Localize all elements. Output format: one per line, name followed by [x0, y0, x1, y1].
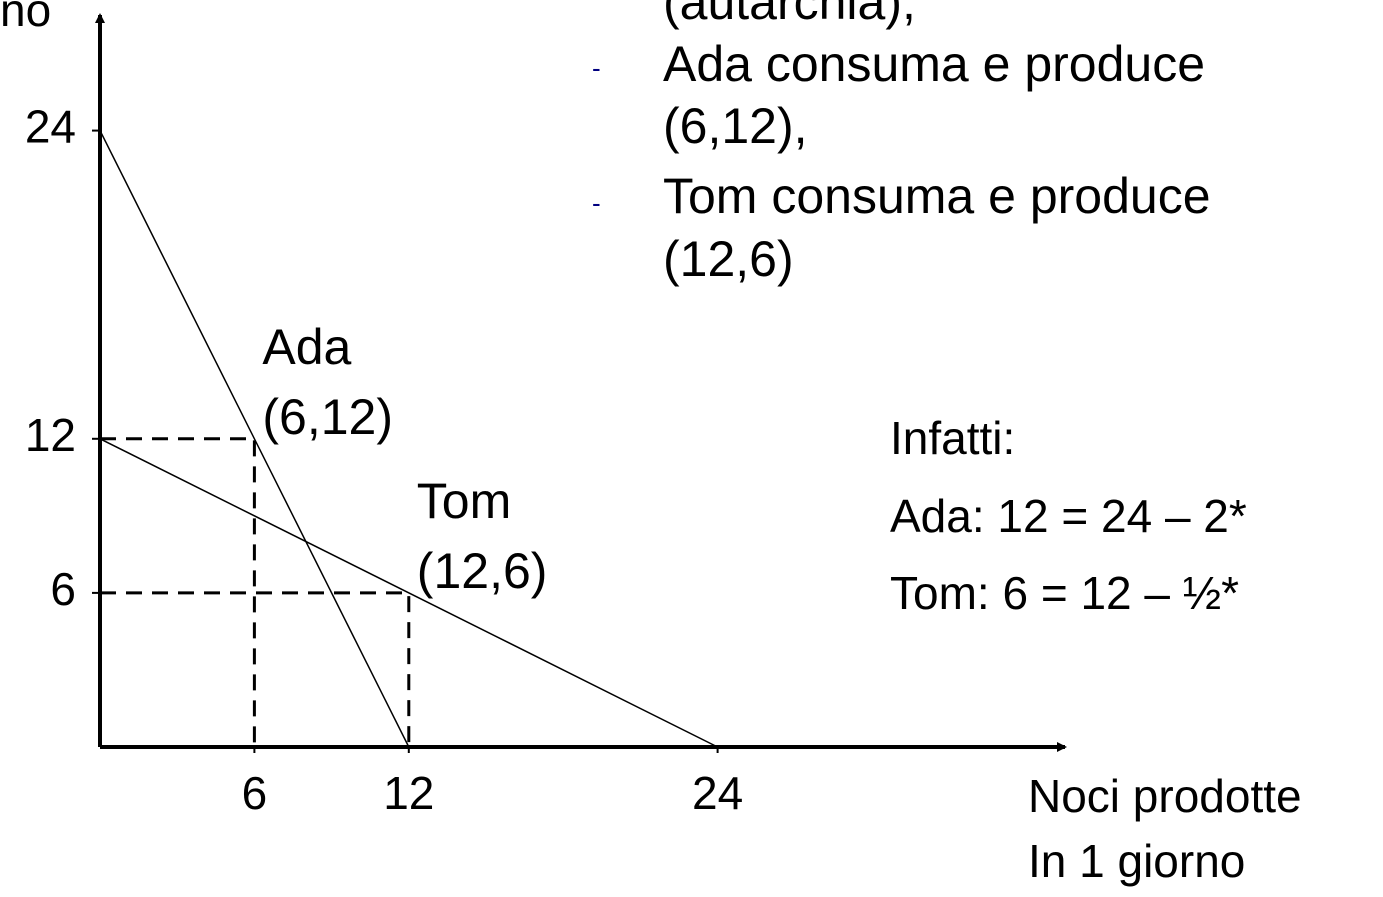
bullet: -: [592, 53, 601, 83]
point-label: (12,6): [417, 543, 548, 599]
point-name: Tom: [417, 473, 511, 529]
note-text: (autarchia);: [663, 0, 916, 30]
x-tick-label: 12: [383, 767, 434, 819]
x-axis-label: In 1 giorno: [1028, 835, 1245, 887]
bullet: -: [592, 188, 601, 218]
point-label: (6,12): [262, 389, 393, 445]
ppf-line: [99, 438, 718, 748]
guide-line: [100, 591, 411, 747]
note-text: (6,12),: [663, 98, 808, 154]
ppf-line: [99, 130, 410, 748]
y-tick-label: 24: [25, 101, 76, 153]
x-axis-label: Noci prodotte: [1028, 770, 1302, 822]
y-axis-label: no: [0, 0, 51, 36]
x-tick-label: 6: [242, 767, 268, 819]
note-text: Tom consuma e produce: [663, 168, 1211, 224]
explanation-text: Ada: 12 = 24 – 2*: [890, 490, 1247, 542]
y-tick-label: 12: [25, 409, 76, 461]
x-tick-label: 24: [692, 767, 743, 819]
point-name: Ada: [262, 319, 351, 375]
note-text: (12,6): [663, 231, 794, 287]
y-tick-label: 6: [50, 563, 76, 615]
explanation-text: Infatti:: [890, 412, 1015, 464]
note-text: Ada consuma e produce: [663, 36, 1205, 92]
explanation-text: Tom: 6 = 12 – ½*: [890, 567, 1239, 619]
